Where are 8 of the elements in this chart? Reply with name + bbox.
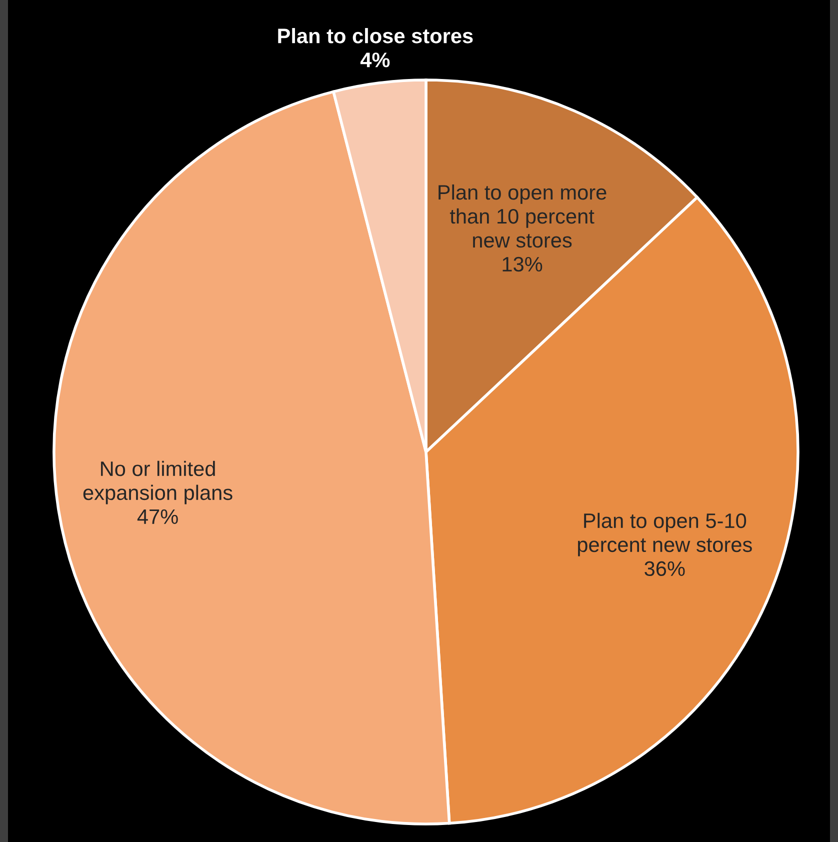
slice-label: Plan to open more than 10 percent new stores (438, 184, 606, 248)
data-label: 47% (137, 509, 178, 524)
slice-label: No or limited expansion plans (83, 460, 232, 504)
slice-label: Plan to open 5-10 percent new stores (578, 512, 752, 556)
data-label: 4% (360, 52, 390, 68)
slice-label: Plan to close stores (278, 28, 473, 44)
data-label: 13% (502, 256, 542, 272)
data-label: 36% (644, 561, 685, 576)
